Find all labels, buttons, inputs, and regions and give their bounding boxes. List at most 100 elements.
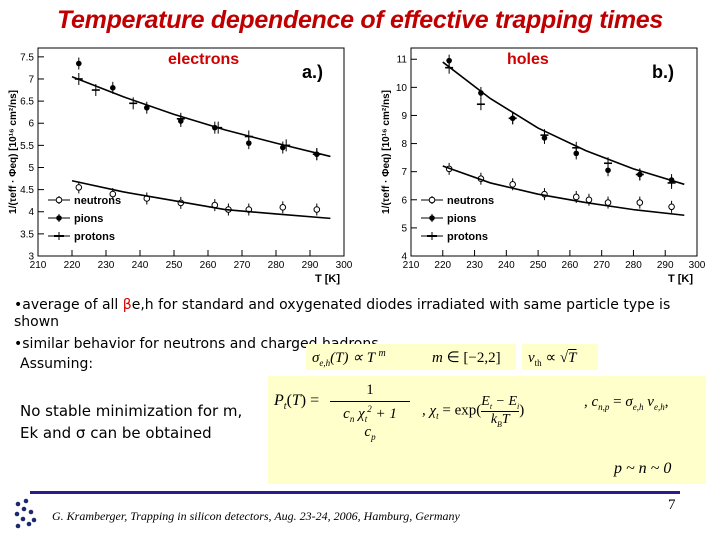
bullet-average: •average of all βe,h for standard and ox…: [14, 297, 704, 331]
x-tick-label: 250: [530, 260, 547, 271]
x-axis-label: T [K]: [668, 273, 693, 285]
x-tick-label: 220: [434, 260, 451, 271]
legend-label: pions: [447, 213, 476, 225]
y-tick-label: 7: [401, 167, 407, 178]
formula-p-n: p ~ n ~ 0: [614, 460, 672, 477]
legend-label: neutrons: [447, 195, 494, 207]
x-tick-label: 260: [562, 260, 579, 271]
data-point-neutrons: [109, 190, 117, 198]
beta-symbol: β: [122, 297, 132, 313]
fit-curve: [442, 165, 685, 217]
footer-line: [30, 491, 680, 494]
formula-pt-fraction: 1 cn χt2 + 1 cp: [330, 382, 410, 442]
data-point-pions: [144, 104, 150, 111]
x-axis-label: T [K]: [315, 273, 340, 285]
y-tick-label: 11: [397, 55, 408, 66]
chart-title: electrons: [168, 51, 239, 68]
y-tick-label: 6.5: [20, 97, 34, 108]
formula-cnp: , cn,p = σe,h ve,h,: [584, 394, 669, 412]
y-tick-label: 4: [401, 252, 407, 263]
y-tick-label: 5: [28, 163, 34, 174]
data-point-pions: [246, 140, 252, 146]
x-tick-label: 300: [336, 260, 353, 271]
y-tick-label: 6: [401, 195, 407, 206]
y-tick-label: 8: [401, 139, 407, 150]
formula-sigma: σe,h(T) ∝ T m: [312, 348, 386, 368]
logo-dots-icon: [14, 498, 37, 529]
data-point-pions: [446, 57, 452, 64]
legend-label: pions: [74, 213, 103, 225]
x-tick-label: 280: [268, 260, 285, 271]
data-point-pions: [605, 167, 611, 174]
assuming-label: Assuming:: [20, 356, 98, 373]
x-tick-label: 230: [466, 260, 483, 271]
x-tick-label: 230: [98, 260, 115, 271]
x-tick-label: 300: [689, 260, 706, 271]
legend-marker: [55, 196, 63, 204]
x-tick-label: 240: [132, 260, 149, 271]
data-point-neutrons: [75, 184, 83, 191]
plot-frame: [410, 47, 698, 257]
chart-holes: 210 220 230 240 250 260 270 280 290 300 4 5 6 7 8 9 10 11…: [381, 47, 706, 285]
fit-curve: [71, 76, 331, 158]
y-tick-label: 4.5: [20, 185, 34, 196]
footer-text: G. Kramberger, Trapping in silicon detec…: [52, 509, 460, 523]
formula-sigma-box: σe,h(T) ∝ T m m ∈ [−2,2]: [306, 344, 516, 370]
y-axis-label: 1/(τeff · Φeq) [10¹⁶ cm²/ns]: [8, 90, 19, 214]
data-point-pions: [280, 144, 286, 151]
chart-title: holes: [507, 51, 549, 68]
x-tick-label: 210: [403, 260, 420, 271]
x-tick-label: 270: [234, 260, 251, 271]
y-tick-label: 7: [28, 74, 34, 85]
data-point-neutrons: [604, 199, 612, 206]
bullet-similar: •similar behavior for neutrons and charg…: [14, 336, 379, 352]
legend-marker: [56, 215, 62, 221]
data-point-pions: [110, 85, 116, 91]
formula-vth: vth ∝ √T: [528, 350, 577, 368]
y-axis-label: 1/(τeff · Φeq) [10¹⁶ cm²/ns]: [381, 90, 392, 214]
x-tick-label: 290: [657, 260, 674, 271]
chart-electrons: 210 220 230 240 250 260 270 280 290 300 3 3.5 4 4.5 5 5…: [8, 47, 353, 285]
x-tick-label: 290: [302, 260, 319, 271]
fit-curve: [71, 179, 331, 220]
data-point-pions: [76, 60, 82, 67]
x-tick-label: 220: [64, 260, 81, 271]
y-tick-label: 5.5: [20, 141, 34, 152]
formula-chi: , χt = exp(Et − Ei kBT): [422, 394, 525, 429]
data-point-neutrons: [279, 204, 287, 211]
legend-label: protons: [74, 231, 115, 243]
formula-pt: Pt(T) =: [274, 392, 320, 413]
minimization-note: No stable minimization for m, Ek and σ c…: [20, 402, 243, 442]
page-title: Temperature dependence of effective trap…: [57, 6, 663, 34]
y-tick-label: 7.5: [20, 52, 34, 63]
legend-marker: [429, 215, 435, 221]
fit-curve: [442, 61, 685, 186]
x-tick-label: 210: [30, 260, 47, 271]
y-tick-label: 3: [28, 252, 34, 263]
y-tick-label: 6: [28, 119, 34, 130]
x-tick-label: 260: [200, 260, 217, 271]
y-tick-label: 5: [401, 223, 407, 234]
bullet-average-suffix: e,h for standard and oxygenated diodes i…: [14, 297, 671, 330]
x-tick-label: 240: [498, 260, 515, 271]
y-tick-label: 3.5: [20, 229, 34, 240]
legend-label: neutrons: [74, 195, 121, 207]
data-point-neutrons: [509, 181, 516, 188]
legend-label: protons: [447, 231, 488, 243]
data-point-neutrons: [636, 199, 644, 206]
panel-label: a.): [302, 62, 323, 82]
y-tick-label: 10: [396, 83, 408, 94]
data-point-neutrons: [668, 203, 675, 211]
data-point-neutrons: [585, 196, 593, 204]
legend-marker: [428, 196, 436, 204]
x-tick-label: 270: [593, 260, 610, 271]
data-point-neutrons: [313, 206, 321, 213]
x-tick-label: 280: [625, 260, 642, 271]
y-tick-label: 9: [401, 111, 407, 122]
formula-m-range: m ∈ [−2,2]: [432, 350, 501, 366]
y-tick-label: 4: [28, 207, 34, 218]
formula-vth-box: vth ∝ √T: [522, 344, 598, 370]
x-tick-label: 250: [166, 260, 183, 271]
formula-main-box: Pt(T) = 1 cn χt2 + 1 cp , χt = exp(Et − E…: [268, 376, 706, 484]
data-point-neutrons: [572, 193, 580, 201]
